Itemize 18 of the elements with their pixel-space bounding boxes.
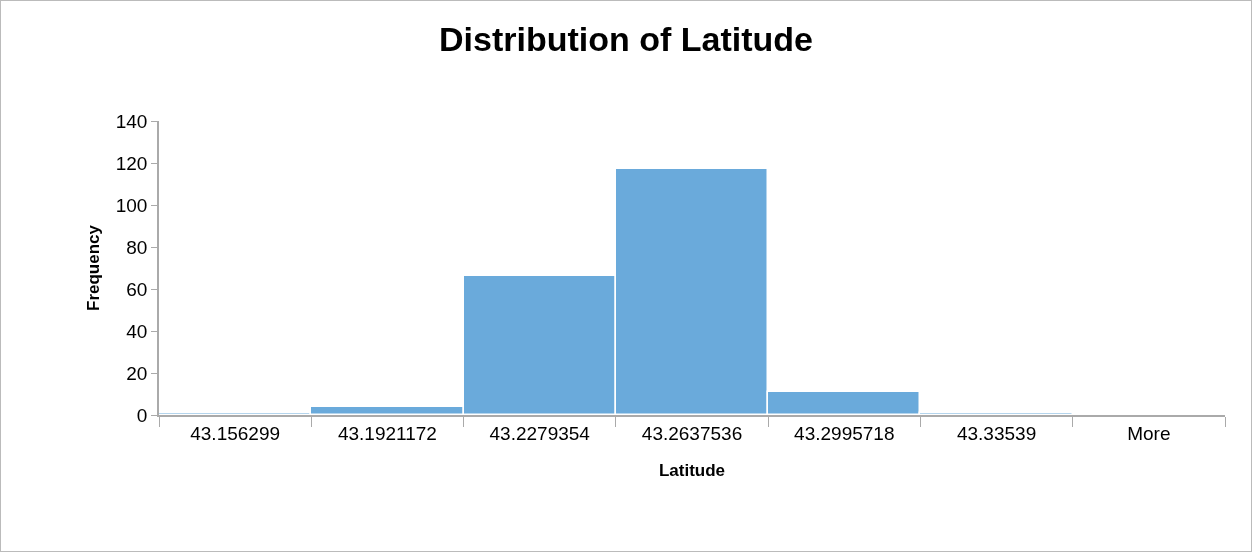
x-axis-title: Latitude (658, 461, 726, 481)
x-tick-label: 43.1921172 (337, 422, 437, 444)
x-tick-label: 43.33539 (956, 422, 1037, 444)
y-tick-label: 20 (126, 362, 148, 384)
chart-title: Distribution of Latitude (439, 20, 813, 59)
y-tick-label: 140 (115, 110, 148, 132)
x-tick-label: More (1127, 422, 1171, 444)
x-tick-label: 43.156299 (190, 422, 281, 444)
x-tick-label: 43.2279354 (489, 422, 591, 444)
y-tick-label: 80 (126, 236, 148, 258)
x-tick-label: 43.2995718 (794, 422, 895, 444)
x-tick-label: 43.2637536 (641, 422, 743, 444)
y-tick-label: 100 (115, 194, 148, 216)
y-tick-label: 60 (126, 278, 148, 300)
y-tick-label: 120 (115, 152, 148, 174)
y-axis-title: Frequency (83, 224, 103, 311)
y-tick-label: 0 (136, 404, 148, 426)
y-tick-label: 40 (126, 320, 148, 342)
